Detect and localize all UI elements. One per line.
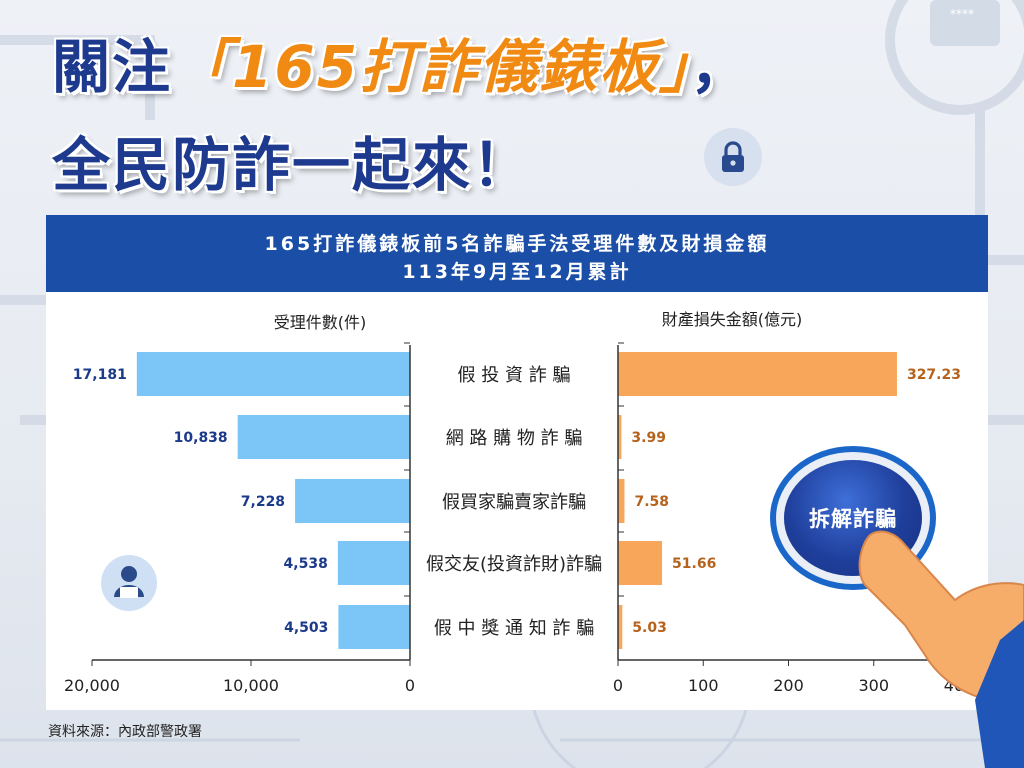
user-avatar-icon [101,555,157,611]
left-bar [337,541,410,585]
left-bar-label: 4,538 [284,556,328,572]
right-bar [618,415,622,459]
right-bar [618,352,897,396]
right-x-tick-label: 0 [613,676,623,695]
category-label: 網 路 購 物 詐 騙 [446,428,583,449]
left-x-tick-label: 10,000 [223,676,279,695]
data-source: 資料來源：內政部警政署 [48,724,202,740]
left-bar [136,352,411,396]
fraud-analysis-badge: 拆解詐騙 [784,460,922,576]
right-bar-label: 5.03 [632,620,667,636]
right-bar [618,479,625,523]
chart-subtitle: 113年9月至12月累計 [402,261,632,283]
lock-icon [722,141,744,172]
left-x-tick-label: 0 [405,676,415,695]
left-bar [295,479,410,523]
badge-label: 拆解詐騙 [809,507,897,531]
category-label: 假買家騙賣家詐騙 [442,492,586,513]
headline-line-1: 關注「165打詐儀錶板」， [52,38,750,96]
left-bar-label: 4,503 [284,620,328,636]
category-label: 假 中 獎 通 知 詐 騙 [434,618,594,639]
left-bar-label: 17,181 [73,367,127,383]
right-bar [618,605,623,649]
svg-text:****: **** [950,7,974,21]
chart-title: 165打詐儀錶板前5名詐騙手法受理件數及財損金額 [264,233,770,255]
headline-highlight: 「165打詐儀錶板」 [172,33,691,101]
right-bar-label: 51.66 [672,556,716,572]
right-bar-label: 327.23 [907,367,961,383]
headline-line-2: 全民防詐一起來！ [52,131,533,199]
left-x-tick-label: 20,000 [64,676,120,695]
right-x-tick-label: 100 [688,676,719,695]
right-bar-label: 3.99 [631,430,666,446]
chart-card: 165打詐儀錶板前5名詐騙手法受理件數及財損金額 113年9月至12月累計 受理… [46,215,988,710]
right-chart-title: 財產損失金額(億元) [662,310,803,329]
left-bar [338,605,410,649]
category-label: 假交友(投資詐財)詐騙 [426,554,602,575]
left-bar [237,415,410,459]
right-x-tick-label: 200 [773,676,804,695]
left-chart-title: 受理件數(件) [274,313,367,332]
headline-suffix: ， [690,33,751,101]
lock-badge [704,128,762,186]
right-bar-label: 7.58 [634,494,669,510]
right-bar [618,541,663,585]
category-label: 假 投 資 詐 騙 [458,365,571,386]
chart-banner: 165打詐儀錶板前5名詐騙手法受理件數及財損金額 113年9月至12月累計 [46,215,988,292]
right-x-tick-label: 300 [858,676,889,695]
left-bar-label: 10,838 [174,430,228,446]
headline-prefix: 關注 [52,33,173,101]
left-bar-label: 7,228 [241,494,285,510]
